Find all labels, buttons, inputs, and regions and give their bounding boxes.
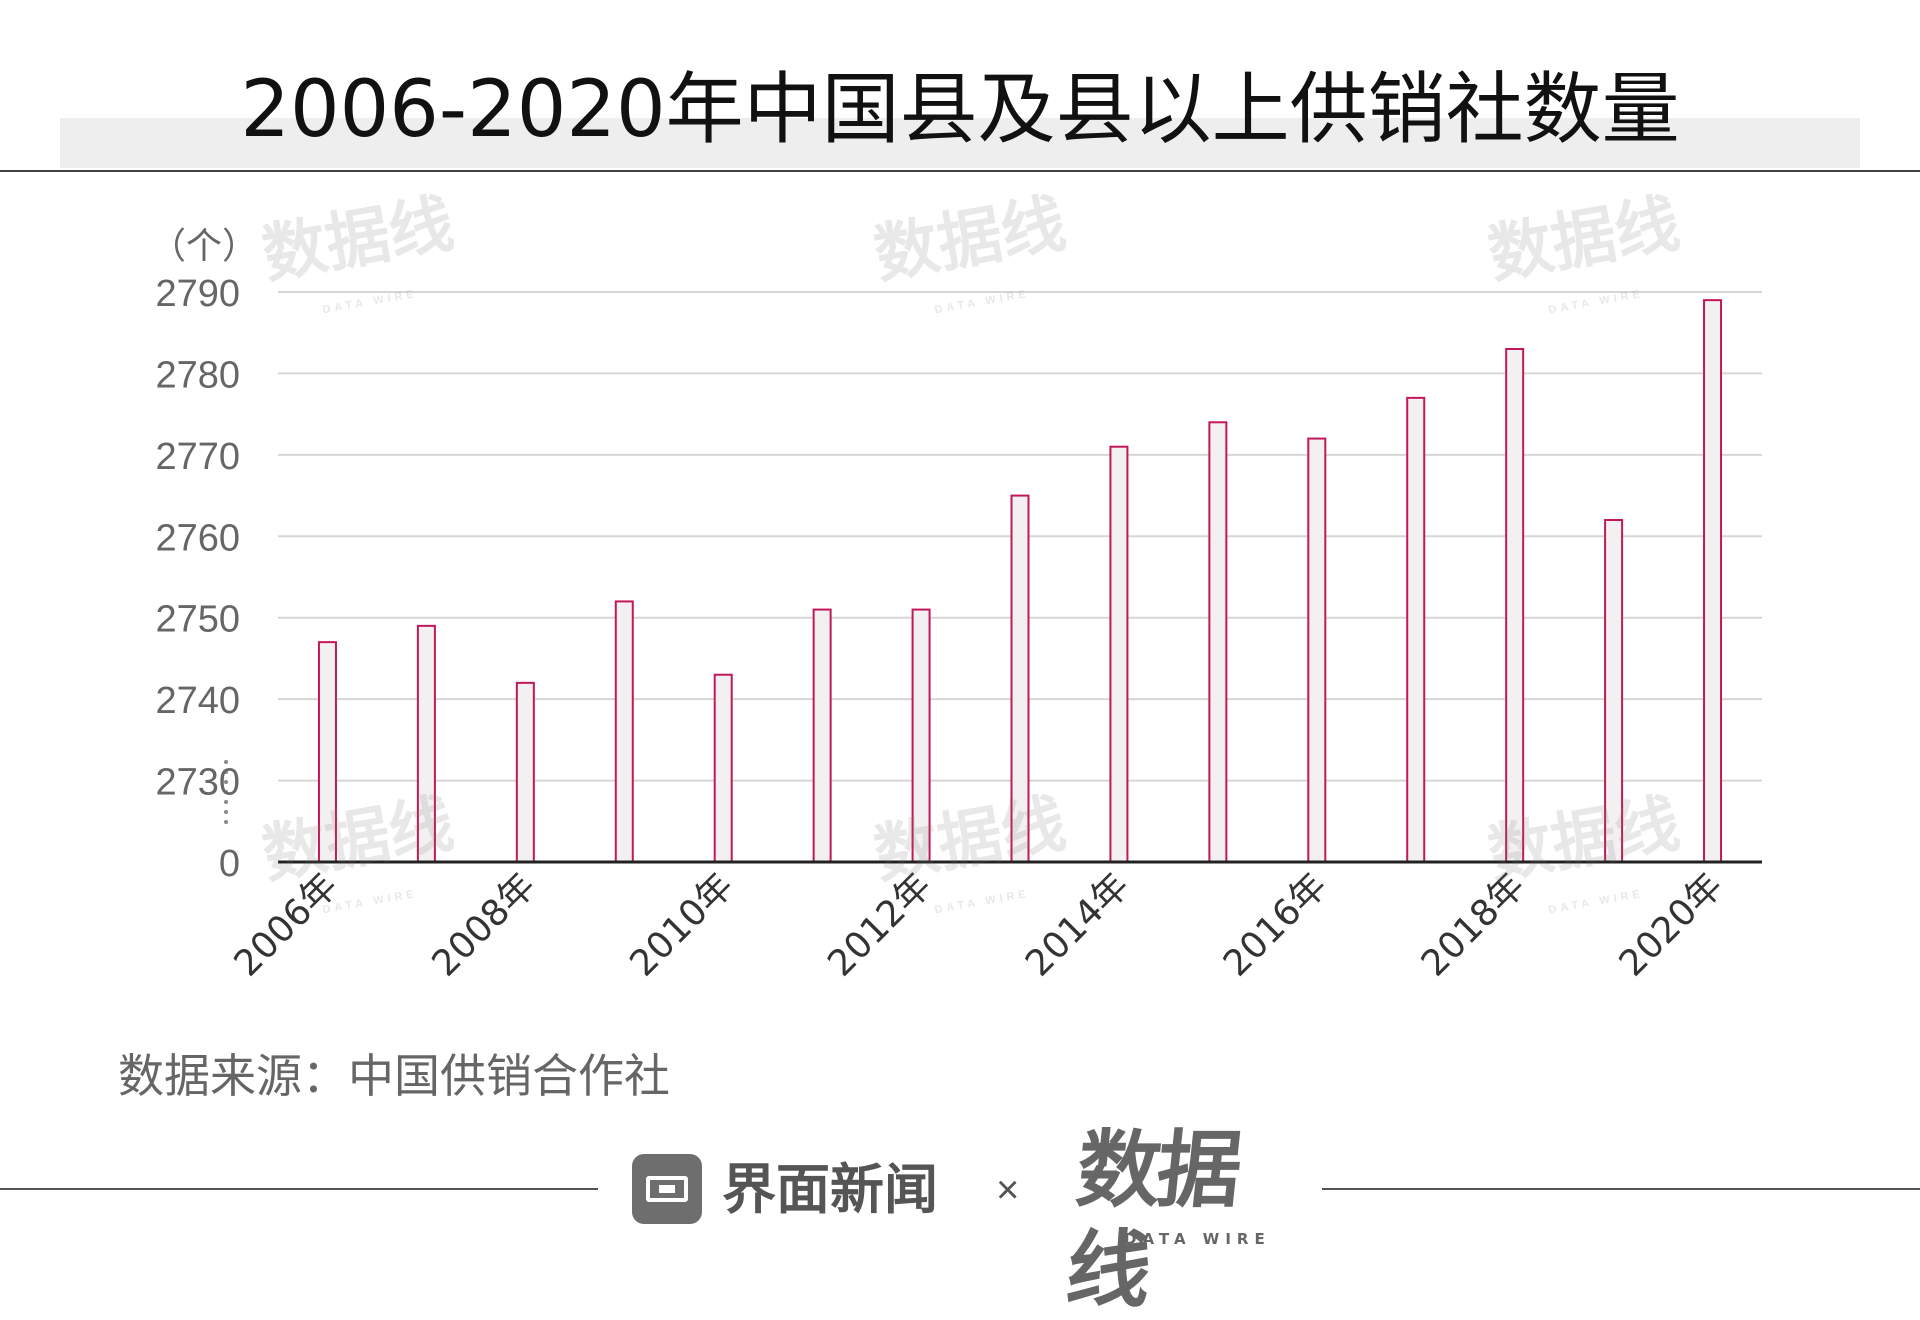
x-tick-labels: 2006年 2008年 2010年 2012年 2014年 2016年 2018年 2020年 (227, 865, 1731, 984)
bar-2015年 (1208, 421, 1228, 863)
bar-2008年 (515, 681, 535, 863)
bar-2012年 (911, 608, 931, 863)
x-tick-label: 2014年 (1018, 865, 1137, 984)
footer-divider-right (1322, 1188, 1920, 1190)
jiemian-logo-icon (632, 1154, 702, 1224)
y-tick-label: 2760 (155, 517, 240, 559)
bar-2019年 (1604, 519, 1624, 863)
bar-chart: 2790 2780 2770 2760 2750 2740 2730 0 2006年 2008年… (150, 226, 1762, 985)
y-tick-label: 2750 (155, 599, 240, 641)
bar-2013年 (1010, 494, 1030, 863)
bar-2017年 (1406, 396, 1426, 863)
bar-2011年 (812, 608, 832, 863)
axes (224, 760, 1762, 864)
axis-break-dot (224, 810, 228, 814)
axis-break-dot (224, 760, 228, 764)
y-tick-label: 2740 (155, 680, 240, 722)
axis-break-dot (224, 770, 228, 774)
title-divider (0, 170, 1920, 172)
data-wire-wordmark: 数据线 (1061, 1121, 1243, 1319)
bar-2009年 (614, 600, 634, 864)
bar-2007年 (416, 624, 436, 863)
y-axis-unit-label: （个） (150, 226, 258, 267)
y-tick-label: 2780 (155, 354, 240, 396)
x-tick-label: 2020年 (1612, 865, 1731, 984)
axis-break-dot (224, 790, 228, 794)
x-tick-label: 2010年 (622, 865, 741, 984)
x-tick-label: 2006年 (227, 865, 346, 984)
x-tick-label: 2018年 (1414, 865, 1533, 984)
x-tick-label: 2008年 (424, 865, 543, 984)
source-note: 数据来源：中国供销合作社 (118, 1049, 670, 1103)
brand-name: 界面新闻 (722, 1158, 938, 1221)
x-tick-label: 2016年 (1216, 865, 1335, 984)
bar-2006年 (317, 641, 337, 864)
bar-2018年 (1505, 348, 1525, 863)
data-wire-subtitle: DATA WIRE (1124, 1230, 1271, 1248)
y-tick-label: 2770 (155, 436, 240, 478)
bar-2010年 (713, 673, 733, 864)
y-tick-label: 0 (219, 843, 240, 885)
title-band (60, 118, 1860, 168)
bar-2020年 (1703, 299, 1723, 863)
page-title: 2006-2020年中国县及县以上供销社数量 (240, 65, 1680, 155)
collab-separator: × (996, 1168, 1020, 1212)
bar-2014年 (1109, 445, 1129, 863)
x-tick-label: 2012年 (820, 865, 939, 984)
axis-break-dot (224, 780, 228, 784)
axis-break-dot (224, 800, 228, 804)
axis-break-dot (224, 820, 228, 824)
y-tick-label: 2790 (155, 273, 240, 315)
footer-divider-left (0, 1188, 598, 1190)
y-tick-labels: 2790 2780 2770 2760 2750 2740 2730 0 (155, 273, 240, 885)
y-tick-label: 2730 (155, 762, 240, 804)
data-wire-logo: 数据线 DATA WIRE (1062, 1120, 1292, 1319)
bars (317, 299, 1723, 864)
bar-2016年 (1307, 437, 1327, 863)
